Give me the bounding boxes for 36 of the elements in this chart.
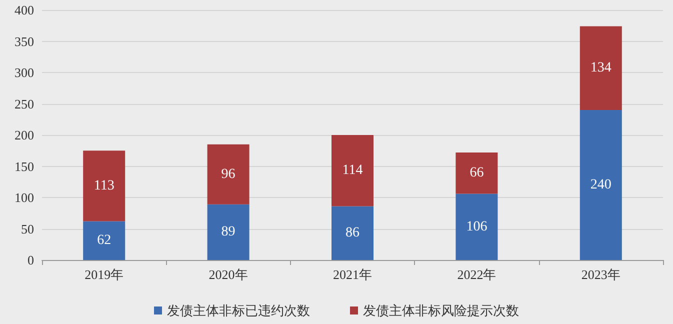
x-tick-label: 2023年: [581, 267, 620, 282]
bar: [83, 150, 126, 222]
x-tick-label: 2022年: [457, 267, 496, 282]
data-label: 114: [342, 163, 363, 178]
y-tick-label: 100: [14, 190, 34, 205]
x-tick-label: 2019年: [84, 267, 124, 282]
x-tick-label: 2021年: [333, 267, 372, 282]
y-tick-label: 400: [14, 2, 34, 18]
data-label: 62: [97, 233, 112, 248]
data-label: 96: [221, 166, 236, 182]
bar: [580, 26, 622, 110]
bar: [207, 204, 250, 260]
data-label: 86: [346, 226, 360, 241]
legend-label: 发债主体非标风险提示次数: [363, 303, 519, 318]
bar: [456, 194, 498, 260]
y-tick-label: 50: [21, 221, 34, 236]
bar: [207, 144, 250, 204]
y-tick-label: 300: [14, 65, 34, 80]
y-tick-label: 350: [14, 34, 34, 49]
bar: [580, 110, 622, 260]
data-label: 66: [470, 166, 484, 181]
data-label: 106: [466, 219, 488, 234]
data-label: 134: [590, 60, 612, 76]
data-label: 240: [590, 178, 612, 192]
y-tick-label: 150: [14, 158, 34, 174]
bar: [456, 152, 498, 194]
data-label: 89: [221, 224, 236, 240]
data-label: 113: [94, 178, 114, 194]
y-tick-label: 250: [14, 96, 34, 112]
x-tick-label: 2020年: [208, 267, 248, 282]
legend-label: 发债主体非标已违约次数: [167, 303, 310, 318]
y-tick-label: 0: [28, 252, 34, 268]
y-tick-label: 200: [14, 128, 34, 142]
bar: [332, 135, 374, 206]
bar: [332, 206, 374, 260]
bar: [83, 221, 126, 260]
